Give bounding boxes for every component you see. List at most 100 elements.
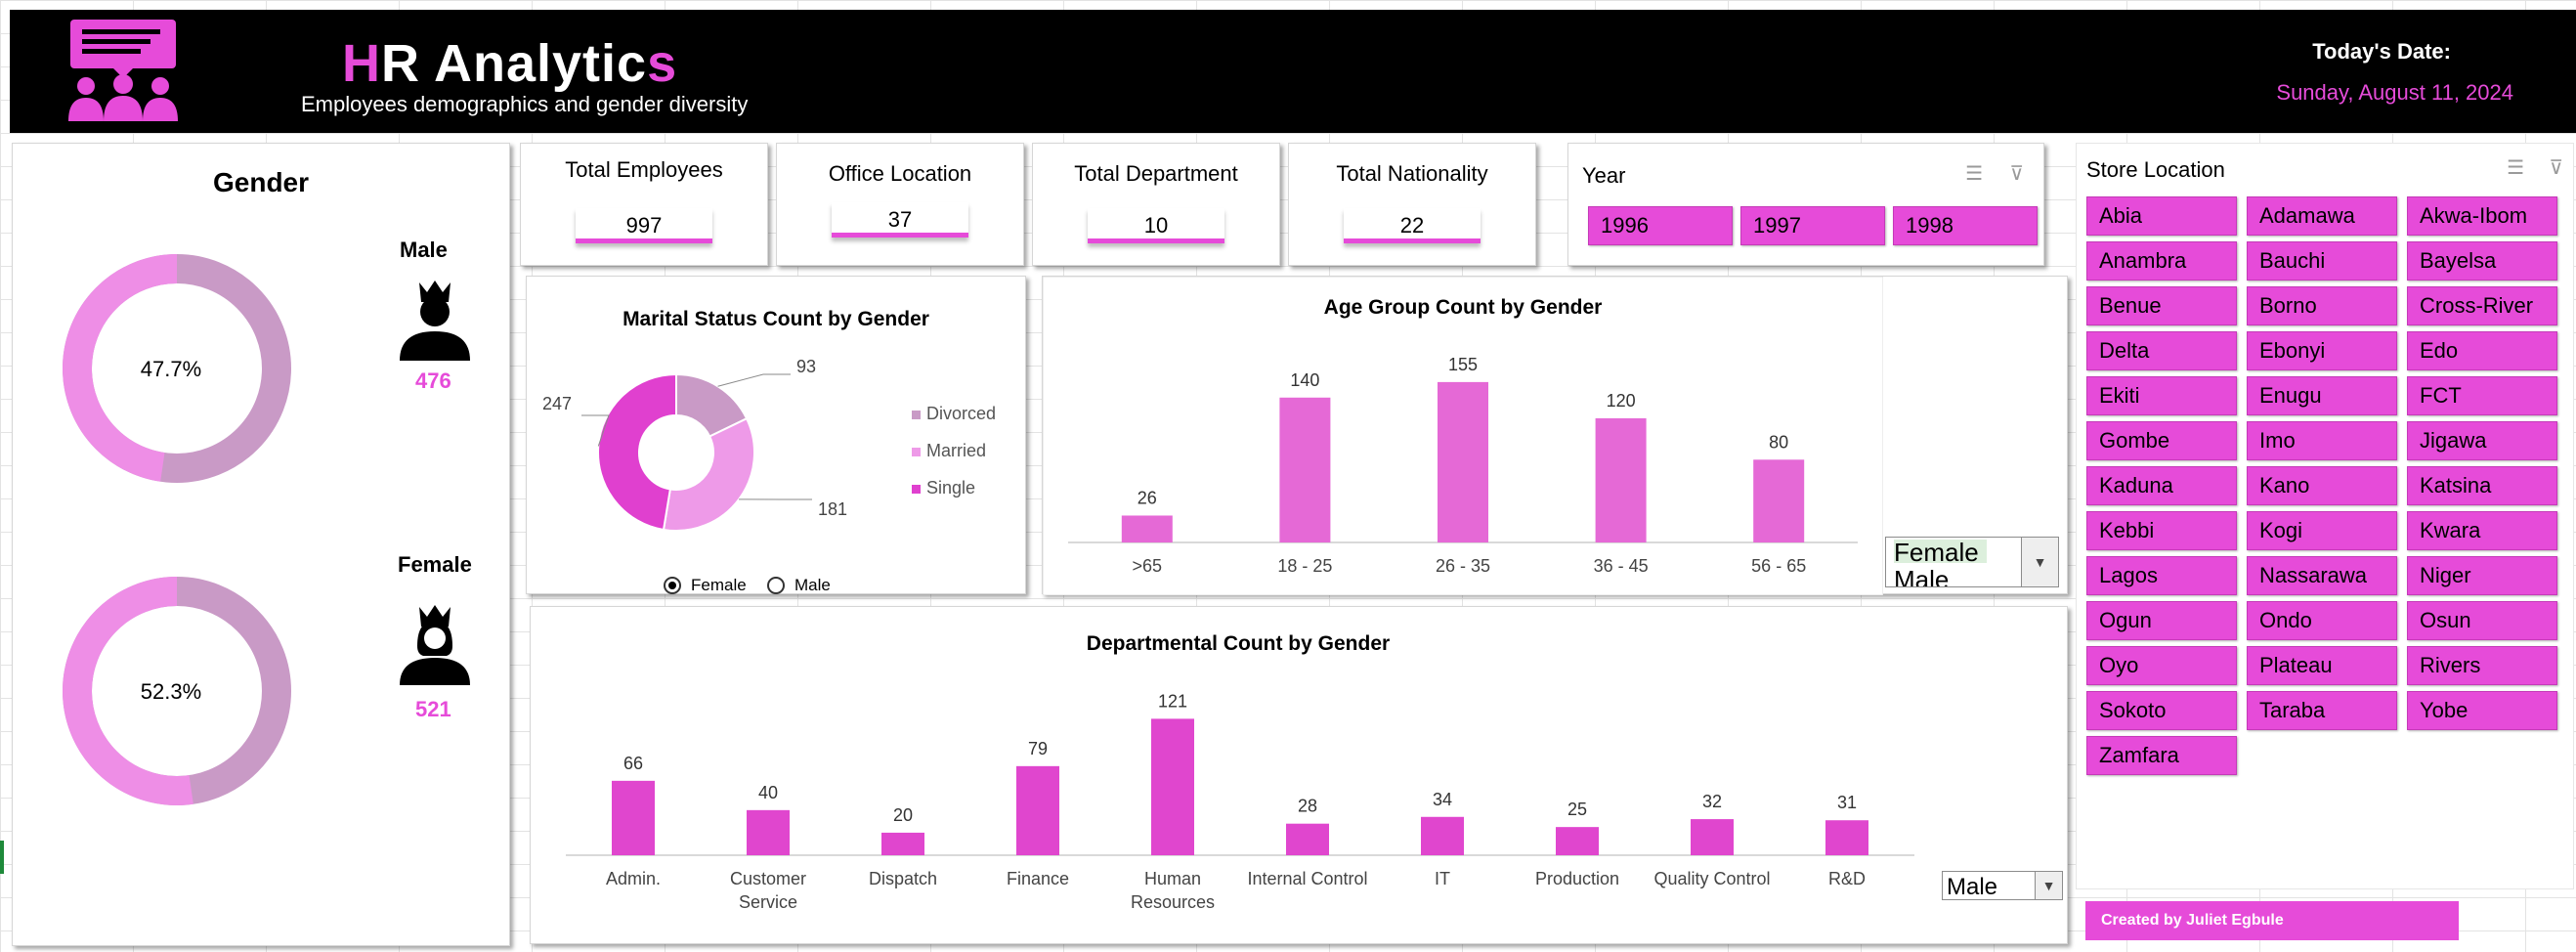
- legend-swatch: [912, 484, 921, 494]
- bar: [1753, 459, 1805, 542]
- store-location-item[interactable]: Borno: [2247, 286, 2397, 325]
- store-location-item[interactable]: Kogi: [2247, 511, 2397, 550]
- store-location-item[interactable]: Delta: [2086, 331, 2237, 370]
- store-location-item[interactable]: Niger: [2407, 556, 2557, 595]
- kpi-value: 997: [576, 208, 712, 243]
- tick-label: Service: [739, 892, 797, 912]
- tick-label: Production: [1535, 869, 1619, 888]
- data-label: 28: [1298, 797, 1317, 816]
- data-label: 120: [1607, 391, 1636, 411]
- chevron-down-icon[interactable]: ▼: [2035, 872, 2062, 899]
- year-item-1997[interactable]: 1997: [1740, 206, 1885, 245]
- radio-female[interactable]: Female: [664, 576, 747, 595]
- data-label: 40: [758, 783, 778, 802]
- store-location-item[interactable]: Cross-River: [2407, 286, 2557, 325]
- dashboard-subtitle: Employees demographics and gender divers…: [301, 92, 749, 116]
- store-slicer-title: Store Location: [2086, 157, 2225, 182]
- store-location-item[interactable]: Zamfara: [2086, 736, 2237, 775]
- leader-line: [717, 373, 791, 387]
- female-label: Female: [398, 552, 472, 577]
- store-location-item[interactable]: Bauchi: [2247, 241, 2397, 281]
- age-gender-dropdown[interactable]: Female Male ▼: [1885, 537, 2059, 587]
- dept-chart-title: Departmental Count by Gender: [1087, 632, 1390, 655]
- clear-filter-icon[interactable]: ⊽: [2009, 163, 2024, 185]
- data-label: 34: [1433, 790, 1452, 809]
- tick-label: Admin.: [606, 869, 661, 888]
- marital-chart-title: Marital Status Count by Gender: [623, 308, 929, 330]
- store-location-item[interactable]: Bayelsa: [2407, 241, 2557, 281]
- bar: [612, 780, 655, 855]
- store-location-item[interactable]: Lagos: [2086, 556, 2237, 595]
- store-location-item[interactable]: Sokoto: [2086, 691, 2237, 730]
- radio-button[interactable]: [767, 577, 785, 594]
- store-location-item[interactable]: Oyo: [2086, 646, 2237, 685]
- store-location-item[interactable]: Akwa-Ibom: [2407, 196, 2557, 236]
- year-item-1998[interactable]: 1998: [1893, 206, 2038, 245]
- year-item-1996[interactable]: 1996: [1588, 206, 1733, 245]
- store-location-item[interactable]: Taraba: [2247, 691, 2397, 730]
- store-location-item[interactable]: Enugu: [2247, 376, 2397, 415]
- store-location-item[interactable]: Kano: [2247, 466, 2397, 505]
- store-location-item[interactable]: Kwara: [2407, 511, 2557, 550]
- multi-select-icon[interactable]: ☰: [2507, 157, 2524, 179]
- bar: [1279, 397, 1331, 542]
- data-label: 26: [1138, 488, 1157, 507]
- store-location-item[interactable]: Kaduna: [2086, 466, 2237, 505]
- dropdown-selected-option[interactable]: Male: [1947, 874, 1998, 900]
- data-label: 181: [818, 499, 847, 519]
- kpi-value: 22: [1344, 208, 1481, 243]
- store-location-item[interactable]: Imo: [2247, 421, 2397, 460]
- store-location-item[interactable]: Ekiti: [2086, 376, 2237, 415]
- kpi-label: Office Location: [828, 161, 972, 186]
- legend-label: Single: [926, 478, 976, 498]
- tick-label: 56 - 65: [1751, 556, 1806, 576]
- store-location-item[interactable]: Rivers: [2407, 646, 2557, 685]
- store-location-item[interactable]: Ogun: [2086, 601, 2237, 640]
- store-location-item[interactable]: Yobe: [2407, 691, 2557, 730]
- marital-status-panel: Marital Status Count by Gender 93 181 247 …: [526, 276, 1026, 594]
- radio-button-selected[interactable]: [664, 577, 681, 594]
- store-location-item[interactable]: Ebonyi: [2247, 331, 2397, 370]
- kpi-label: Total Employees: [565, 157, 723, 182]
- data-label: 247: [542, 394, 572, 413]
- store-location-item[interactable]: Adamawa: [2247, 196, 2397, 236]
- chevron-down-icon[interactable]: ▼: [2021, 538, 2058, 586]
- tick-label: Resources: [1131, 892, 1215, 912]
- store-location-item[interactable]: Nassarawa: [2247, 556, 2397, 595]
- male-person-crown-icon: [400, 281, 470, 361]
- dropdown-selected-option[interactable]: Female: [1894, 540, 1987, 565]
- store-location-item[interactable]: Jigawa: [2407, 421, 2557, 460]
- bar: [1691, 819, 1734, 855]
- clear-filter-icon[interactable]: ⊽: [2549, 157, 2563, 179]
- kpi-total-employees: Total Employees 997: [520, 143, 768, 266]
- marital-slice-married: [662, 416, 755, 532]
- multi-select-icon[interactable]: ☰: [1965, 163, 1983, 185]
- store-location-item[interactable]: Anambra: [2086, 241, 2237, 281]
- departmental-bar-chart: Departmental Count by Gender 66 Admin. 40 C…: [566, 632, 1914, 912]
- male-percent-label: 47.7%: [141, 357, 201, 381]
- dashboard-title: HR Analytics: [342, 34, 678, 93]
- legend-divorced: Divorced: [912, 404, 996, 424]
- store-location-item[interactable]: Edo: [2407, 331, 2557, 370]
- store-location-item[interactable]: Osun: [2407, 601, 2557, 640]
- store-location-item[interactable]: Abia: [2086, 196, 2237, 236]
- store-location-item[interactable]: Plateau: [2247, 646, 2397, 685]
- gender-panel-title: Gender: [212, 167, 310, 197]
- store-location-item[interactable]: Benue: [2086, 286, 2237, 325]
- store-location-item[interactable]: Kebbi: [2086, 511, 2237, 550]
- leader-line: [581, 414, 610, 447]
- radio-male[interactable]: Male: [767, 576, 831, 595]
- store-location-item[interactable]: Ondo: [2247, 601, 2397, 640]
- dept-gender-dropdown[interactable]: Male ▼: [1942, 871, 2063, 900]
- date-label: Today's Date:: [2312, 39, 2451, 64]
- store-location-item[interactable]: Katsina: [2407, 466, 2557, 505]
- bar: [1825, 820, 1868, 855]
- marital-donut-chart: 93 181 247: [542, 357, 847, 532]
- store-location-item[interactable]: FCT: [2407, 376, 2557, 415]
- legend-label: Married: [926, 441, 987, 460]
- store-location-item[interactable]: Gombe: [2086, 421, 2237, 460]
- kpi-label: Total Nationality: [1336, 161, 1488, 186]
- data-label: 25: [1567, 800, 1587, 819]
- bar: [1016, 765, 1059, 855]
- dropdown-next-option[interactable]: Male: [1894, 565, 1950, 587]
